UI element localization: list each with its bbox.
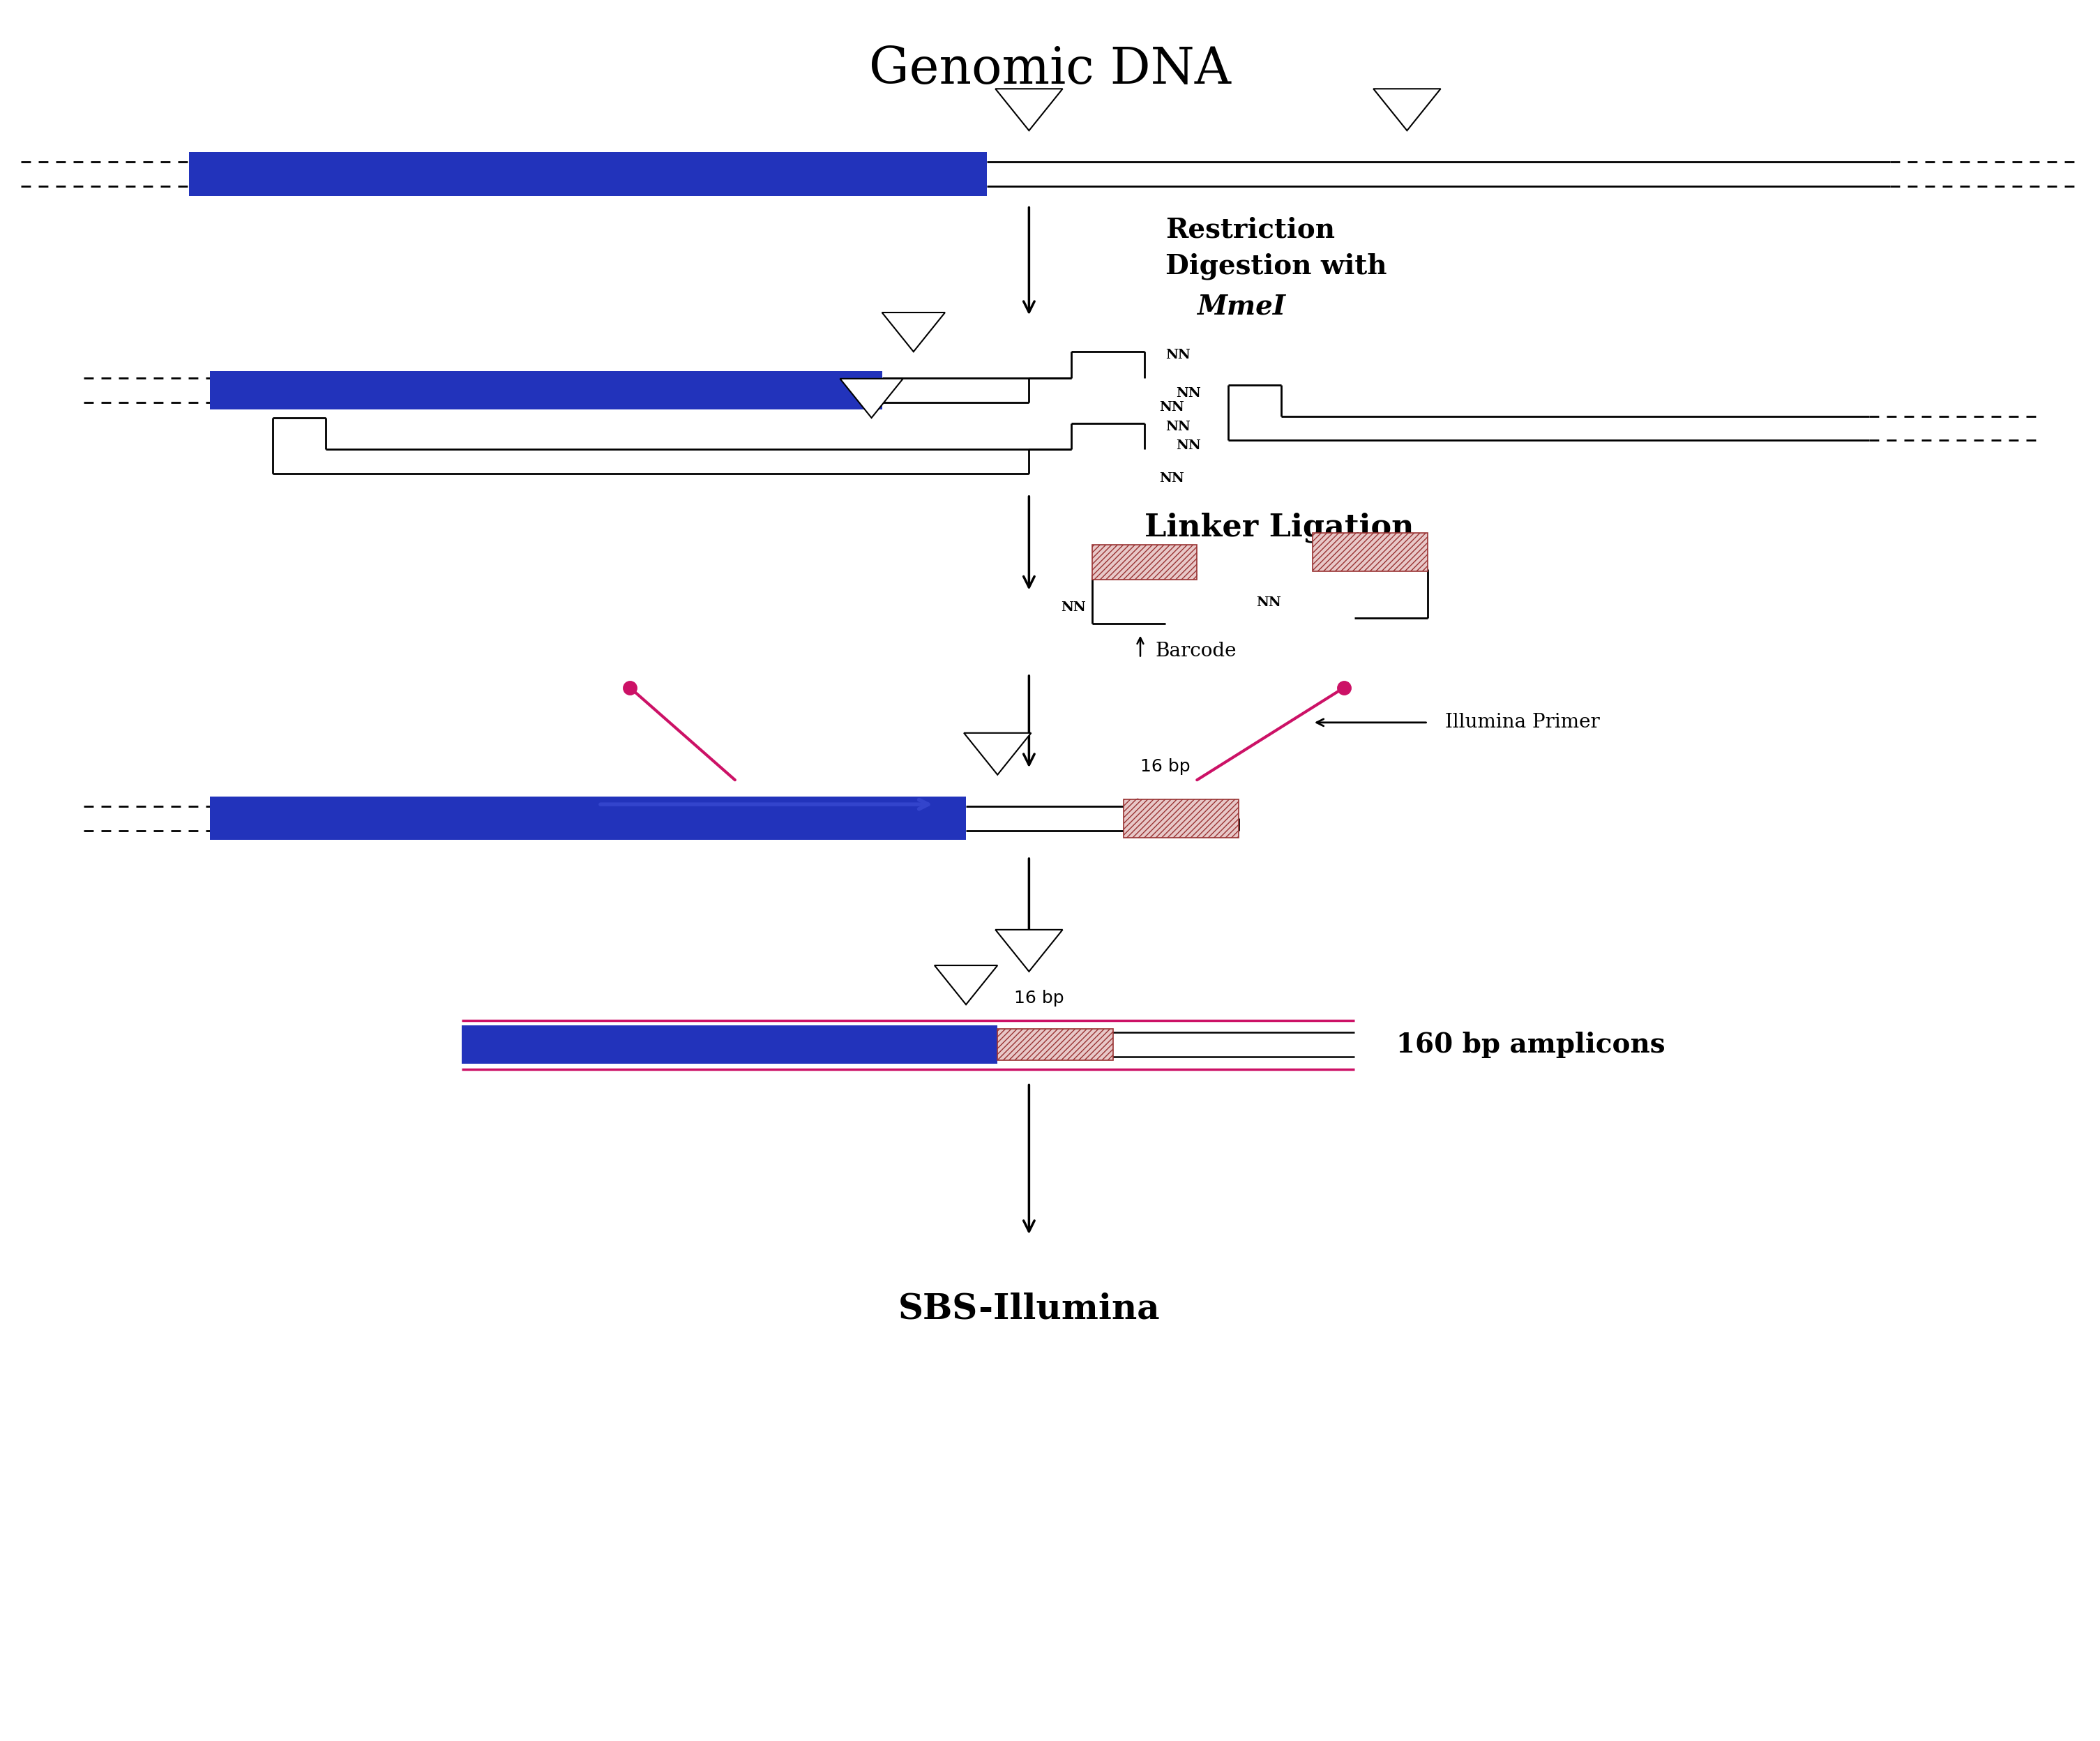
Text: NN: NN [1256, 595, 1281, 609]
Text: 16 bp: 16 bp [1140, 757, 1191, 775]
Bar [998, 1029, 1113, 1060]
Text: 16 bp: 16 bp [1014, 989, 1065, 1006]
Text: NN: NN [1176, 387, 1201, 400]
Bar [210, 796, 966, 839]
Text: Illumina Primer: Illumina Primer [1445, 714, 1600, 731]
Bar [462, 1025, 998, 1064]
Bar [1312, 533, 1428, 571]
Text: NN: NN [1166, 348, 1191, 362]
Text: Linker Ligation: Linker Ligation [1145, 512, 1413, 543]
Text: Genomic DNA: Genomic DNA [869, 45, 1231, 94]
Text: Barcode: Barcode [1155, 642, 1237, 660]
Polygon shape [1373, 89, 1441, 131]
Polygon shape [995, 930, 1063, 971]
Polygon shape [934, 965, 998, 1005]
Bar [1092, 545, 1197, 580]
Polygon shape [840, 380, 903, 418]
Text: NN: NN [1159, 472, 1184, 486]
Text: 160 bp amplicons: 160 bp amplicons [1396, 1031, 1665, 1059]
Polygon shape [882, 313, 945, 352]
Text: MmeI: MmeI [1197, 292, 1285, 320]
Text: NN: NN [1060, 601, 1086, 615]
Polygon shape [995, 89, 1063, 131]
Text: Restriction: Restriction [1166, 216, 1336, 244]
Text: NN: NN [1176, 439, 1201, 453]
Bar [1124, 799, 1239, 837]
Text: NN: NN [1166, 420, 1191, 434]
Bar [189, 151, 987, 195]
Polygon shape [964, 733, 1031, 775]
Text: Digestion with: Digestion with [1166, 252, 1386, 280]
Bar [210, 371, 882, 409]
Text: NN: NN [1159, 400, 1184, 414]
Text: SBS-Illumina: SBS-Illumina [899, 1292, 1159, 1327]
